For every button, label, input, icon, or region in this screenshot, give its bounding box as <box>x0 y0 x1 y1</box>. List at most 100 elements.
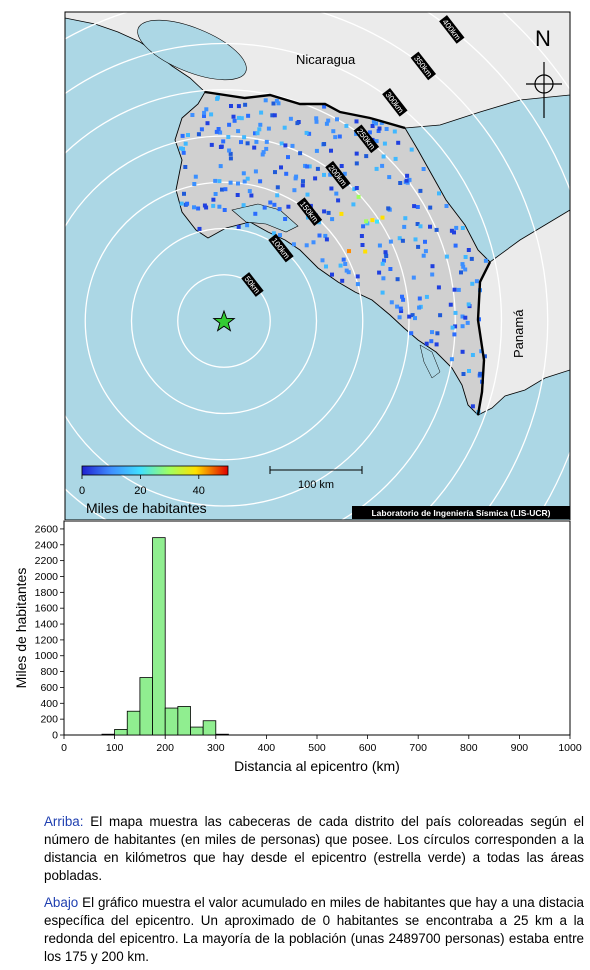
district-marker <box>226 135 231 139</box>
district-marker <box>352 187 357 192</box>
district-marker <box>205 121 210 126</box>
district-marker <box>218 130 223 135</box>
district-marker <box>351 202 356 207</box>
histogram-bar <box>202 720 217 736</box>
district-marker <box>279 165 283 170</box>
district-marker <box>292 188 297 193</box>
district-marker <box>334 191 339 196</box>
credit-label: Laboratorio de Ingeniería Sísmica (LIS-U… <box>371 508 550 518</box>
district-marker <box>410 313 415 318</box>
district-marker <box>396 140 401 145</box>
district-marker <box>398 181 403 185</box>
histogram-ylabel: Miles de habitantes <box>13 568 29 689</box>
district-marker <box>482 354 487 359</box>
district-marker <box>209 142 214 147</box>
district-marker <box>282 125 287 130</box>
district-marker <box>400 238 405 243</box>
x-tick-label: 600 <box>359 742 377 754</box>
district-marker <box>228 156 233 161</box>
district-marker <box>459 270 463 275</box>
district-marker <box>404 178 409 183</box>
district-marker <box>364 219 369 224</box>
ring-label: 450km <box>468 0 493 7</box>
district-marker <box>283 217 288 221</box>
x-tick-label: 700 <box>409 742 427 754</box>
district-marker <box>365 221 370 226</box>
district-marker <box>430 272 435 277</box>
district-marker <box>307 164 312 169</box>
district-marker <box>339 211 344 216</box>
district-marker <box>393 156 398 161</box>
district-marker <box>304 130 309 135</box>
district-marker <box>407 177 412 182</box>
district-marker <box>418 188 423 193</box>
population-map: 50km100km150km200km250km300km350km400km4… <box>64 0 571 520</box>
district-marker <box>338 263 343 268</box>
district-marker <box>347 249 351 254</box>
distance-ring <box>65 89 456 520</box>
district-marker <box>467 369 471 373</box>
district-marker <box>276 101 281 106</box>
nicaragua-label: Nicaragua <box>296 52 356 67</box>
histogram-bar <box>152 537 166 736</box>
district-marker <box>192 205 196 210</box>
district-marker <box>355 274 360 279</box>
district-marker <box>389 300 394 305</box>
scale-bar-label: 100 km <box>298 479 334 491</box>
district-marker <box>371 119 376 124</box>
district-marker <box>411 275 416 280</box>
district-marker <box>260 152 265 157</box>
district-marker <box>470 353 475 357</box>
y-tick-label: 1000 <box>35 650 59 662</box>
district-marker <box>314 119 319 124</box>
distance-ring <box>65 42 503 520</box>
district-marker <box>314 116 319 121</box>
district-marker <box>209 112 214 117</box>
district-marker <box>215 95 220 100</box>
district-marker <box>412 204 417 209</box>
x-tick-label: 300 <box>207 742 225 754</box>
district-marker <box>354 119 359 124</box>
district-marker <box>263 98 268 103</box>
credit-box <box>352 506 570 519</box>
district-marker <box>261 150 266 155</box>
district-marker <box>452 332 457 337</box>
district-marker <box>315 166 320 171</box>
district-marker <box>180 133 185 138</box>
district-marker <box>262 205 267 210</box>
costa-rica-land <box>174 91 491 416</box>
district-marker <box>374 121 378 126</box>
district-marker <box>416 244 421 249</box>
district-marker <box>407 314 412 319</box>
x-tick-label: 100 <box>106 742 124 754</box>
district-marker <box>274 98 279 103</box>
district-marker <box>305 164 310 169</box>
district-marker <box>361 224 366 229</box>
district-marker <box>270 113 275 118</box>
district-marker <box>301 179 305 184</box>
x-tick-label: 900 <box>511 742 529 754</box>
district-marker <box>363 249 368 254</box>
district-marker <box>245 141 250 146</box>
histogram-bar <box>126 710 141 736</box>
district-marker <box>415 205 420 209</box>
district-marker <box>460 349 465 354</box>
colorbar-title: Miles de habitantes <box>86 500 207 516</box>
district-marker <box>354 151 359 156</box>
district-marker <box>370 218 375 223</box>
district-marker <box>340 278 345 283</box>
district-marker <box>271 231 276 236</box>
district-marker <box>185 201 190 206</box>
district-marker <box>461 372 466 376</box>
district-marker <box>377 243 382 248</box>
x-tick-label: 800 <box>460 742 478 754</box>
district-marker <box>300 183 305 188</box>
district-marker <box>236 129 241 134</box>
colorbar-tick-40: 40 <box>193 485 205 497</box>
district-marker <box>193 174 198 179</box>
district-marker <box>183 141 188 146</box>
district-marker <box>452 287 457 292</box>
district-marker <box>382 258 386 263</box>
district-marker <box>314 148 319 153</box>
district-marker <box>257 127 262 132</box>
